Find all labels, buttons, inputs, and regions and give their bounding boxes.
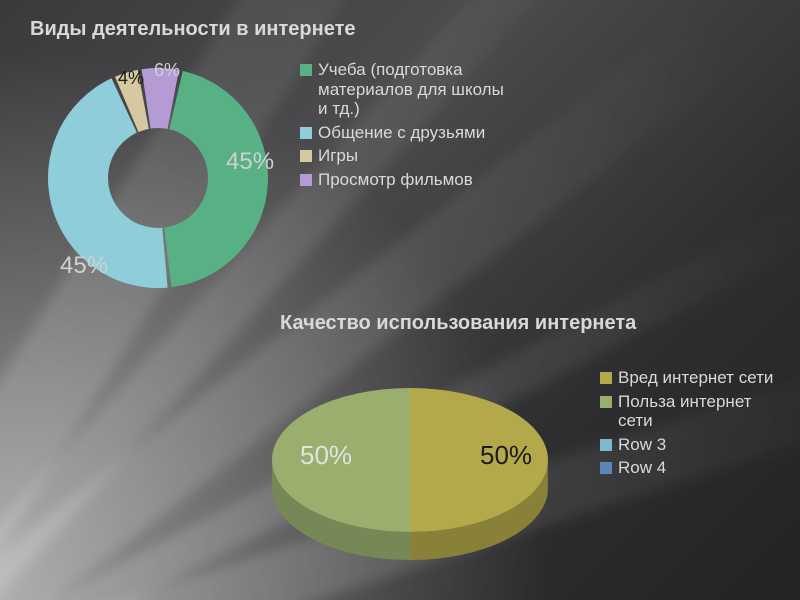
legend-item: Учеба (подготовка материалов для школы и… <box>300 60 510 119</box>
legend-label: Row 4 <box>618 458 666 478</box>
legend-swatch <box>300 150 312 162</box>
chart2-data-label: 50% <box>300 440 352 471</box>
legend-label: Row 3 <box>618 435 666 455</box>
legend-label: Игры <box>318 146 358 166</box>
legend-item: Польза интернет сети <box>600 392 790 431</box>
chart1-data-label: 45% <box>60 252 108 280</box>
slide-stage: Виды деятельности в интернете 45% 45% 4% 6%… <box>0 0 800 600</box>
chart2-title: Качество использования интернета <box>280 312 636 335</box>
chart1-legend: Учеба (подготовка материалов для школы и… <box>300 60 510 193</box>
legend-label: Общение с друзьями <box>318 123 485 143</box>
pie3d-chart <box>267 383 553 565</box>
legend-swatch <box>600 396 612 408</box>
legend-item: Просмотр фильмов <box>300 170 510 190</box>
legend-label: Польза интернет сети <box>618 392 790 431</box>
legend-swatch <box>600 439 612 451</box>
legend-swatch <box>300 64 312 76</box>
legend-item: Row 4 <box>600 458 790 478</box>
legend-item: Общение с друзьями <box>300 123 510 143</box>
chart1-data-label: 4% <box>118 68 144 89</box>
legend-item: Row 3 <box>600 435 790 455</box>
chart1-data-label: 6% <box>154 60 180 81</box>
chart1-data-label: 45% <box>226 148 274 176</box>
legend-label: Вред интернет сети <box>618 368 773 388</box>
chart2-legend: Вред интернет сети Польза интернет сети Ro… <box>600 368 790 482</box>
legend-item: Игры <box>300 146 510 166</box>
legend-swatch <box>600 462 612 474</box>
chart2-data-label: 50% <box>480 440 532 471</box>
donut-slice <box>164 71 268 287</box>
legend-swatch <box>600 372 612 384</box>
chart1-title: Виды деятельности в интернете <box>30 18 356 41</box>
legend-swatch <box>300 127 312 139</box>
legend-item: Вред интернет сети <box>600 368 790 388</box>
legend-swatch <box>300 174 312 186</box>
legend-label: Просмотр фильмов <box>318 170 473 190</box>
legend-label: Учеба (подготовка материалов для школы и… <box>318 60 510 119</box>
